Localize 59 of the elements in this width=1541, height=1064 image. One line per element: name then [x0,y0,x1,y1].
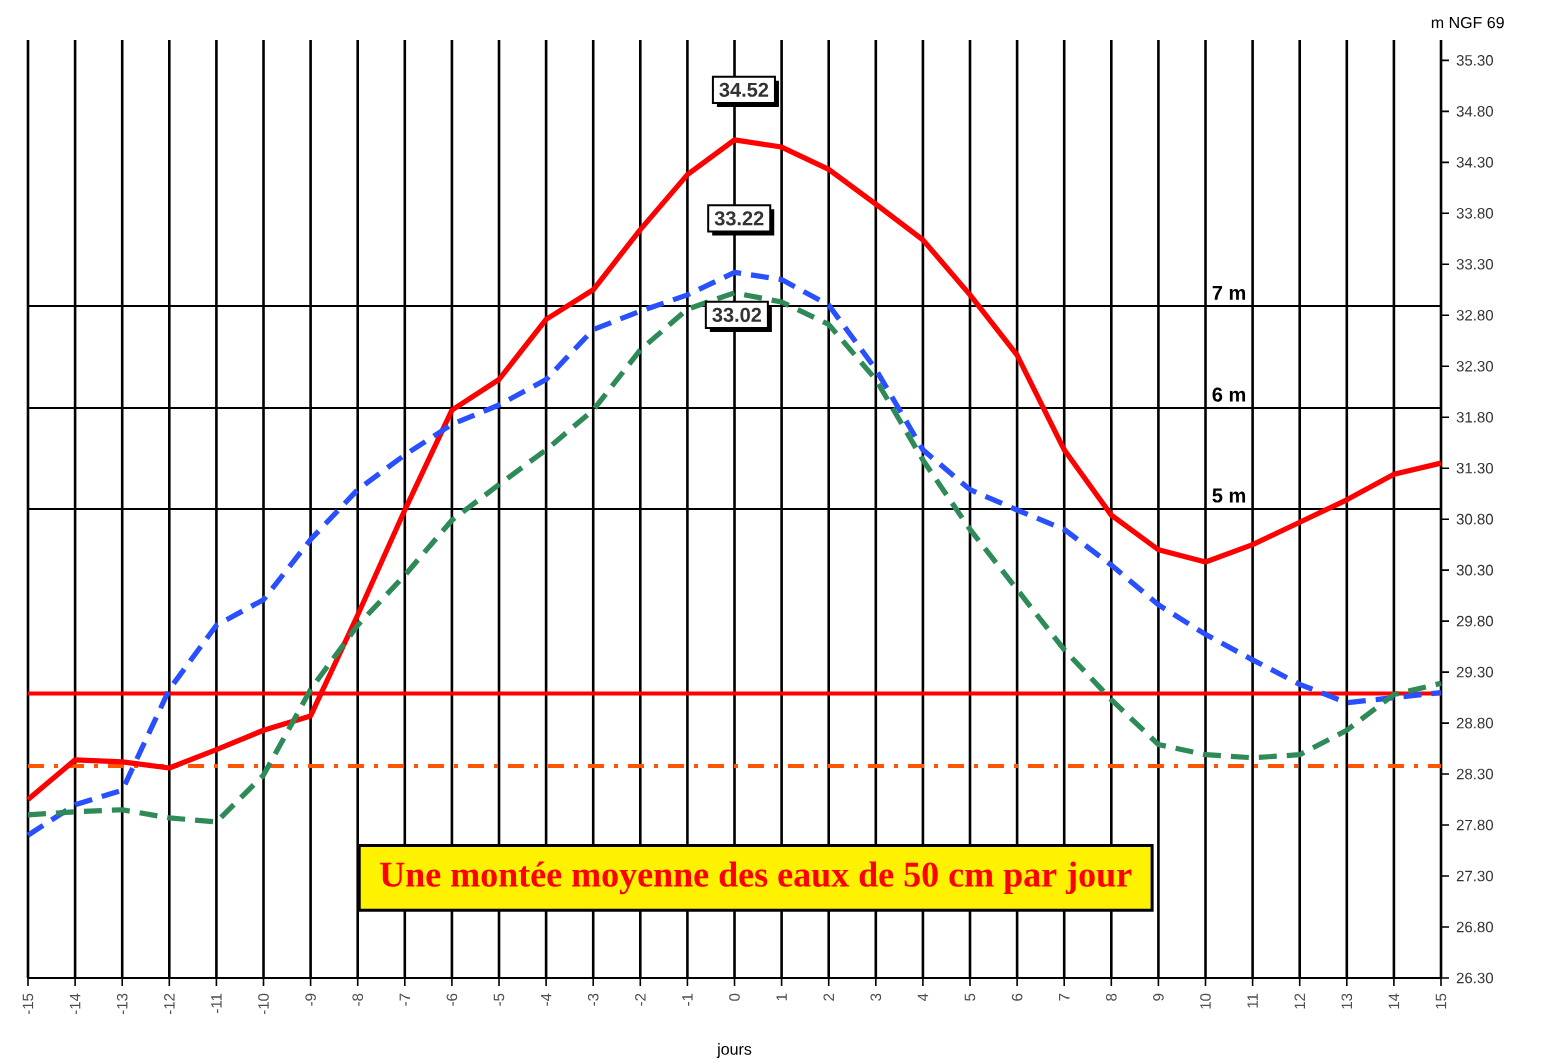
y-tick-label: 26.80 [1456,921,1494,933]
x-tick-label: -10 [258,993,269,1015]
x-tick-label: -14 [69,993,81,1015]
y-tick-label: 29.30 [1456,666,1494,678]
x-tick-label: 6 [1011,993,1023,1001]
x-tick-label: -5 [493,993,505,1006]
x-tick-label: -4 [540,993,552,1006]
y-tick-label: 28.30 [1456,768,1494,780]
y-tick-label: 28.80 [1456,717,1494,729]
x-tick-label: 0 [729,993,740,1001]
y-tick-label: 30.80 [1456,513,1494,525]
x-tick-label: -13 [116,993,128,1015]
x-tick-label: 10 [1200,993,1211,1009]
y-tick-label: 32.30 [1456,360,1494,372]
x-tick-label: 11 [1247,993,1258,1008]
x-tick-label: 13 [1341,993,1353,1009]
x-tick-label: -11 [211,993,222,1013]
x-tick-label: 12 [1294,993,1305,1009]
y-axis-title: m NGF 69 [1431,16,1504,29]
x-tick-label: -9 [305,993,316,1006]
x-tick-label: -12 [164,993,175,1015]
x-axis-title: jours [716,1043,752,1058]
ref-line-label: 5 m [1212,488,1246,503]
y-tick-label: 31.30 [1456,462,1494,474]
x-tick-label: 3 [870,993,882,1001]
x-tick-label: -2 [635,993,646,1006]
x-tick-label: 7 [1059,993,1070,1001]
x-tick-label: -7 [399,993,410,1006]
x-tick-label: -6 [446,993,458,1006]
x-tick-label: 5 [964,993,976,1001]
y-tick-label: 33.80 [1456,208,1494,219]
annotation: Une montée moyenne des eaux de 50 cm par jour [380,861,1132,895]
x-tick-label: -1 [682,993,693,1006]
ref-line-label: 7 m [1212,285,1246,300]
x-tick-label: 2 [823,993,834,1001]
ref-line-label: 6 m [1212,387,1246,402]
x-tick-label: 9 [1153,993,1164,1001]
x-tick-label: -3 [587,993,599,1006]
x-tick-label: 4 [917,993,929,1002]
y-tick-label: 35.30 [1456,55,1494,66]
y-tick-label: 26.30 [1456,972,1494,984]
annotation: 33.02 [712,307,762,323]
y-tick-label: 32.80 [1456,309,1494,321]
annotation: 33.22 [714,211,764,226]
x-tick-label: -8 [352,993,364,1006]
x-tick-label: 14 [1388,993,1400,1009]
x-tick-label: 1 [776,993,787,1001]
y-tick-label: 29.80 [1456,615,1494,627]
y-tick-label: 33.30 [1456,258,1494,270]
annotation: 34.52 [719,82,769,97]
y-tick-label: 31.80 [1456,411,1494,423]
x-tick-label: 15 [1435,993,1447,1009]
x-tick-label: 8 [1106,993,1117,1001]
y-tick-label: 27.80 [1456,819,1494,831]
y-tick-label: 34.30 [1456,157,1494,168]
y-tick-label: 30.30 [1456,564,1494,576]
y-tick-label: 34.80 [1456,106,1494,117]
x-tick-label: -15 [22,993,34,1015]
y-tick-label: 27.30 [1456,870,1494,882]
